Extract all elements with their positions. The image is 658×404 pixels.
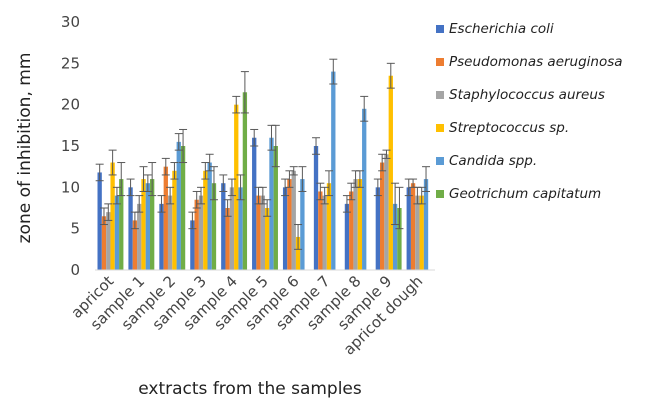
bar xyxy=(260,195,265,270)
legend-label: Streptococcus sp. xyxy=(449,119,570,136)
y-tick-label: 30 xyxy=(61,13,80,31)
bar xyxy=(375,187,380,270)
bar xyxy=(145,183,150,270)
legend-swatch xyxy=(436,90,444,99)
bar xyxy=(180,146,186,270)
bar xyxy=(322,195,327,270)
bar xyxy=(114,195,120,270)
legend-item: Pseudomonas aeruginosa xyxy=(436,45,623,78)
bar xyxy=(423,179,429,270)
bar xyxy=(225,208,230,270)
y-axis-ticks: 0 5 10 15 20 25 30 xyxy=(61,13,80,279)
y-tick-label: 20 xyxy=(61,96,80,114)
bar xyxy=(295,236,301,270)
legend-item: Staphylococcus aureus xyxy=(436,78,623,111)
bar xyxy=(331,71,336,270)
bar xyxy=(207,162,212,270)
bar xyxy=(318,191,323,270)
legend: Escherichia coli Pseudomonas aeruginosa St… xyxy=(436,12,623,210)
bar xyxy=(167,195,173,270)
bar xyxy=(163,166,168,270)
bar xyxy=(150,179,155,270)
bar xyxy=(234,104,239,270)
bar xyxy=(132,220,138,270)
bar xyxy=(362,108,367,270)
bar xyxy=(137,203,142,270)
legend-item: Candida spp. xyxy=(436,144,623,177)
bar xyxy=(326,183,332,270)
bar xyxy=(349,191,354,270)
bar xyxy=(282,187,288,270)
bar xyxy=(406,187,411,270)
bar xyxy=(221,183,226,270)
bar xyxy=(291,170,296,270)
bar xyxy=(172,170,177,270)
bar xyxy=(159,203,164,270)
bar xyxy=(388,75,393,270)
y-tick-label: 15 xyxy=(61,137,80,155)
bar xyxy=(353,179,358,270)
y-tick-label: 0 xyxy=(70,261,80,279)
bar xyxy=(97,172,102,270)
bar xyxy=(141,179,146,270)
legend-label: Escherichia coli xyxy=(449,20,554,37)
legend-label: Staphylococcus aureus xyxy=(449,86,605,103)
bar xyxy=(287,179,292,270)
bar xyxy=(269,137,274,270)
legend-label: Pseudomonas aeruginosa xyxy=(449,53,623,70)
bar xyxy=(415,195,420,270)
legend-item: Geotrichum capitatum xyxy=(436,177,623,210)
bar xyxy=(211,183,217,270)
legend-swatch xyxy=(436,189,444,198)
bar xyxy=(300,179,305,270)
legend-swatch xyxy=(436,57,444,66)
bar xyxy=(101,216,107,270)
y-tick-label: 10 xyxy=(61,178,80,196)
bar xyxy=(128,187,133,270)
bar xyxy=(242,92,248,271)
bar xyxy=(252,137,257,270)
bar xyxy=(190,220,195,270)
bar xyxy=(106,212,111,270)
bar xyxy=(110,162,115,270)
legend-label: Candida spp. xyxy=(449,152,538,169)
bar xyxy=(119,179,124,270)
y-tick-label: 25 xyxy=(61,54,80,72)
bar xyxy=(198,195,204,270)
legend-label: Geotrichum capitatum xyxy=(449,185,602,202)
bar xyxy=(397,208,402,270)
bar xyxy=(410,183,416,270)
bar xyxy=(194,199,199,270)
y-tick-label: 5 xyxy=(70,220,80,238)
legend-item: Escherichia coli xyxy=(436,12,623,45)
bar xyxy=(176,141,181,270)
legend-swatch xyxy=(436,123,444,132)
bar xyxy=(419,195,424,270)
bar xyxy=(229,187,235,270)
legend-item: Streptococcus sp. xyxy=(436,111,623,144)
bar xyxy=(273,146,278,270)
bar xyxy=(344,203,350,270)
bar xyxy=(256,195,261,270)
bar xyxy=(203,170,208,270)
legend-swatch xyxy=(436,156,444,165)
error-bar-group xyxy=(95,58,431,250)
bar xyxy=(357,179,363,270)
bar-series-group xyxy=(97,71,429,271)
x-axis-title: extracts from the samples xyxy=(138,379,362,399)
bar xyxy=(384,154,389,270)
bar xyxy=(238,187,243,270)
bar xyxy=(380,162,385,270)
legend-swatch xyxy=(436,24,444,33)
bar xyxy=(313,146,319,270)
bar xyxy=(265,208,270,270)
y-axis-title: zone of inhibition, mm xyxy=(15,53,35,244)
bar xyxy=(392,203,398,270)
